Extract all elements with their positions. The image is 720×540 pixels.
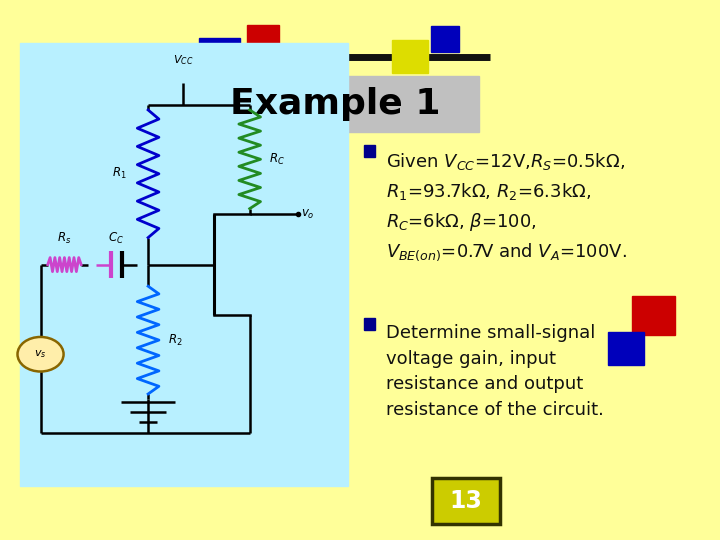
Text: $v_o$: $v_o$ [301,207,315,221]
Bar [431,26,459,52]
Bar [364,318,375,330]
Bar [139,54,171,81]
Bar [392,40,428,73]
Circle shape [17,337,63,372]
Bar [20,43,348,486]
Bar [247,25,279,52]
Bar [191,76,479,132]
Bar [432,478,500,524]
Text: $C_C$: $C_C$ [109,231,125,246]
Text: $V_{CC}$: $V_{CC}$ [173,53,193,66]
Bar [199,38,240,75]
Bar [432,478,500,524]
Text: 13: 13 [450,489,482,513]
Bar [608,332,644,365]
Bar [91,65,132,102]
Text: $R_s$: $R_s$ [58,231,71,246]
Text: $v_s$: $v_s$ [35,348,47,360]
Text: $R_2$: $R_2$ [168,333,183,348]
Text: Determine small-signal
voltage gain, input
resistance and output
resistance of t: Determine small-signal voltage gain, inp… [386,324,604,419]
Bar [364,145,375,157]
Text: $R_C$: $R_C$ [269,152,285,167]
Text: $R_1$: $R_1$ [112,166,127,181]
Bar [632,296,675,335]
Text: Example 1: Example 1 [230,87,440,121]
Text: Given $V_{CC}$=12V,$R_S$=0.5k$\Omega$,
$R_1$=93.7k$\Omega$, $R_2$=6.3k$\Omega$,
: Given $V_{CC}$=12V,$R_S$=0.5k$\Omega$, $… [386,151,626,263]
